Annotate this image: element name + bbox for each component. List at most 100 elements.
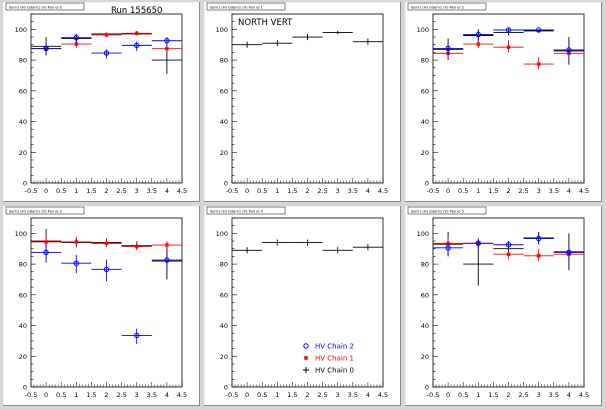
x-tick-label: 3 (336, 187, 340, 195)
data-point-chain-0 (232, 41, 263, 48)
x-tick-label: 1.5 (86, 187, 96, 195)
x-tick-label: 3 (537, 187, 541, 195)
y-tick-label: 100 (15, 230, 27, 238)
data-point-chain-2 (31, 244, 62, 263)
data-point-chain-0 (262, 239, 293, 246)
y-tick-label: 20 (421, 353, 429, 361)
marker-open-circle (73, 34, 80, 41)
y-tick-label: 100 (15, 26, 27, 34)
x-tick-label: 4.5 (579, 391, 589, 399)
pad-chart-title: NORTH VERT (238, 18, 293, 28)
pad-title: dam1 (H) Gdam1 (V) Pan el 5 (411, 210, 464, 214)
marker-open-circle (103, 50, 110, 56)
y-tick-label: 100 (216, 230, 228, 238)
y-tick-label: 40 (421, 322, 429, 330)
data-point-chain-1 (523, 57, 554, 70)
pad-background (204, 2, 401, 202)
legend-item: HV Chain 0 (303, 367, 354, 375)
y-tick-label: 60 (19, 291, 27, 299)
data-point-chain-1 (523, 248, 554, 262)
marker-open-circle (536, 27, 542, 33)
marker-open-circle (73, 260, 80, 266)
x-tick-label: 2 (104, 391, 108, 399)
pad-4: dam1 (H) Gdam1 (V) Pan el 4020406080100-… (204, 206, 401, 406)
pad-2: dam1 (H) Gdam1 (V) Pan el 2020406080100-… (405, 2, 602, 202)
marker-star (164, 46, 170, 51)
legend-label: HV Chain 0 (315, 367, 354, 375)
x-tick-label: 2.5 (317, 187, 327, 195)
x-tick-label: 4 (366, 391, 370, 399)
x-tick-label: 1 (476, 187, 480, 195)
x-tick-label: 4 (165, 187, 169, 195)
marker-open-circle (43, 45, 49, 52)
x-tick-label: -0.5 (25, 391, 38, 399)
data-point-chain-0 (292, 33, 323, 41)
x-tick-label: 4 (567, 187, 571, 195)
marker-star (43, 239, 49, 245)
marker-open-circle (103, 266, 110, 273)
legend-label: HV Chain 1 (315, 355, 354, 363)
legend-label: HV Chain 2 (315, 343, 354, 351)
legend-item: HV Chain 2 (303, 343, 354, 351)
marker-star (164, 242, 170, 248)
data-point-chain-0 (322, 30, 353, 34)
x-tick-label: 2.5 (518, 391, 528, 399)
x-tick-label: 1 (275, 391, 279, 399)
pad-background (3, 206, 200, 406)
data-point-chain-2 (61, 33, 92, 44)
y-tick-label: 40 (421, 118, 429, 126)
y-tick-label: 0 (23, 384, 27, 392)
marker-open-circle (505, 27, 512, 33)
data-point-chain-0 (352, 244, 383, 251)
data-point-chain-2 (151, 37, 182, 47)
y-tick-label: 40 (19, 322, 27, 330)
legend-item: HV Chain 1 (303, 355, 354, 363)
y-tick-label: 60 (220, 291, 228, 299)
y-tick-label: 60 (421, 87, 429, 95)
data-point-chain-1 (151, 241, 182, 248)
x-tick-label: 0.5 (257, 391, 267, 399)
data-point-chain-2 (433, 43, 464, 56)
pads-layer: dam1 (H) Gdam1 (V) Pan el 0020406080100-… (3, 2, 602, 406)
x-tick-label: 0 (245, 391, 249, 399)
series-chain-0 (232, 30, 383, 48)
y-tick-label: 0 (425, 180, 429, 188)
marker-star (506, 252, 511, 257)
marker-open-circle (134, 42, 140, 49)
data-point-chain-2 (61, 254, 92, 274)
data-point-chain-1 (493, 40, 524, 53)
pad-title: dam1 (H) Gdam1 (V) Pan el 4 (210, 210, 264, 214)
series-chain-2 (31, 33, 182, 59)
x-tick-label: 3 (537, 391, 541, 399)
y-tick-label: 80 (19, 57, 27, 65)
x-tick-label: -0.5 (427, 187, 440, 195)
marker-star (536, 253, 541, 258)
marker-star (134, 31, 139, 36)
data-point-chain-2 (121, 41, 152, 51)
x-tick-label: 0 (44, 391, 48, 399)
y-tick-label: 0 (224, 384, 228, 392)
x-tick-label: 0.5 (56, 391, 66, 399)
pad-title: dam1 (H) Gdam1 (V) Pan el 3 (9, 210, 62, 214)
series-chain-2 (433, 234, 584, 260)
run-label: Run 155650 (111, 6, 162, 16)
x-tick-label: 3.5 (147, 187, 157, 195)
pad-title-box (5, 2, 85, 11)
x-tick-label: 3.5 (147, 391, 157, 399)
marker-open-circle (566, 249, 572, 256)
y-tick-label: 80 (220, 261, 228, 269)
data-point-chain-2 (553, 247, 584, 260)
x-tick-label: 3.5 (549, 187, 559, 195)
x-tick-label: 0 (245, 187, 249, 195)
x-tick-label: 4 (366, 187, 370, 195)
data-point-chain-2 (151, 251, 182, 271)
y-tick-label: 80 (421, 57, 429, 65)
marker-open-circle (505, 242, 512, 248)
data-point-chain-2 (493, 241, 524, 251)
x-tick-label: 4 (567, 391, 571, 399)
data-point-chain-1 (91, 237, 122, 248)
y-tick-label: 40 (220, 322, 228, 330)
x-tick-label: 2.5 (116, 187, 126, 195)
y-tick-label: 0 (224, 180, 228, 188)
